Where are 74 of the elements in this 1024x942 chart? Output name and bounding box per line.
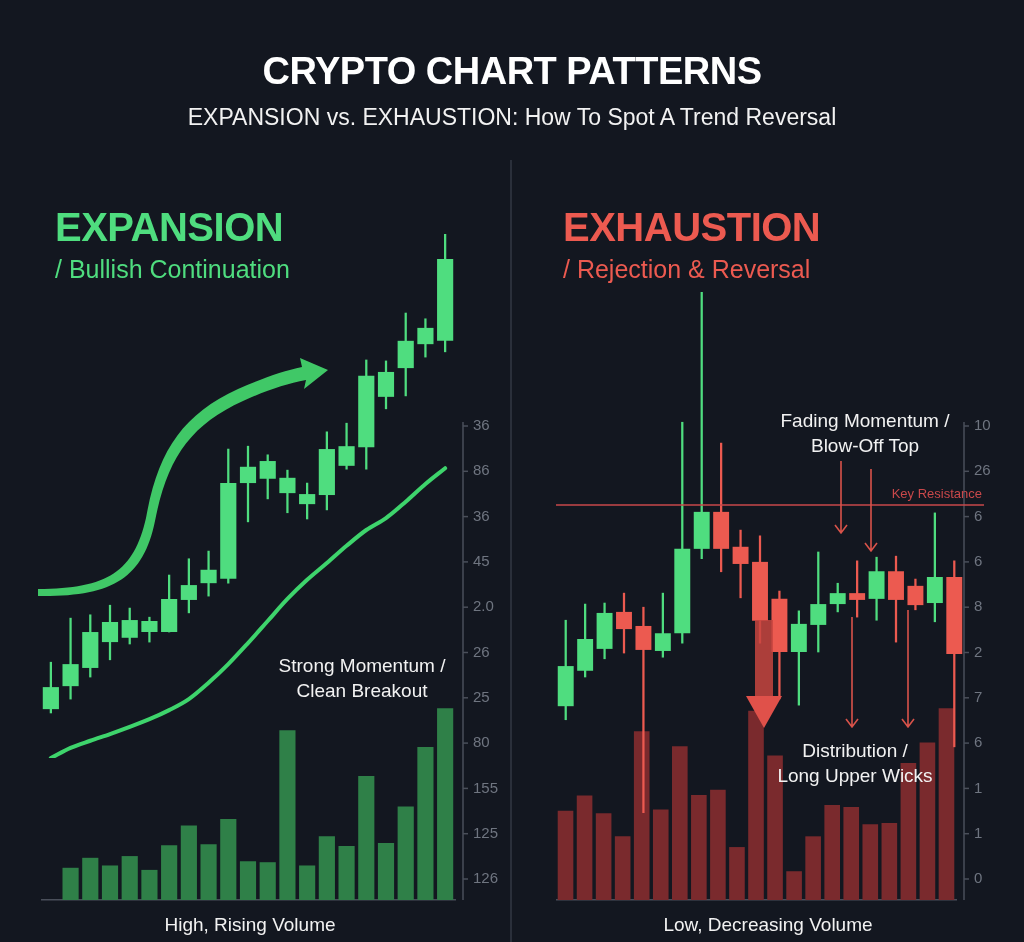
text: 0	[974, 869, 983, 887]
bar	[299, 865, 316, 900]
bar	[397, 806, 414, 900]
annotation: 6	[974, 506, 983, 524]
text: 25	[473, 687, 490, 705]
bar	[729, 847, 745, 900]
bar	[239, 861, 257, 900]
chart-title: EXPANSION	[55, 205, 284, 250]
candlestick	[732, 529, 749, 599]
annotation: 7	[974, 687, 983, 705]
x-axis-title: High, Rising Volume	[163, 914, 337, 936]
ref-line-label: Key Resistance	[891, 486, 982, 502]
text: 86	[473, 461, 490, 479]
x-axis-title: Low, Decreasing Volume	[662, 914, 874, 936]
bar	[862, 824, 879, 900]
bar	[652, 809, 669, 900]
bar	[161, 845, 178, 900]
bar	[824, 805, 840, 900]
annotation: 6	[974, 733, 983, 751]
annotation: Distribution / Long Upper Wicks	[776, 739, 934, 788]
text: 2.0	[473, 597, 494, 615]
bar	[377, 843, 395, 900]
annotation: Strong Momentum / Clean Breakout	[278, 655, 446, 701]
bar	[938, 708, 955, 900]
bar	[141, 869, 158, 900]
annotation: 1	[974, 778, 983, 796]
bar	[220, 819, 237, 900]
text: 1	[974, 823, 983, 841]
bar	[843, 806, 860, 900]
text: CRYPTO CHART PATTERNS	[261, 50, 763, 93]
bar	[417, 746, 434, 900]
annotation: 8	[974, 597, 983, 615]
bar	[101, 865, 119, 900]
bar	[279, 730, 296, 900]
text: 125	[473, 823, 499, 841]
bar	[358, 775, 375, 900]
text: 126	[473, 869, 499, 887]
bar	[881, 822, 898, 900]
annotation: 6	[974, 552, 983, 570]
bar	[691, 794, 707, 900]
text: 45	[473, 552, 490, 570]
bar	[557, 810, 574, 900]
bar	[338, 846, 355, 900]
bar	[595, 813, 612, 900]
text: 36	[473, 506, 490, 524]
bar	[121, 856, 138, 900]
annotation: 26	[974, 461, 991, 479]
bar	[633, 731, 650, 900]
text: 155	[473, 778, 499, 796]
bar	[786, 871, 802, 900]
bar	[672, 746, 688, 900]
text: 26	[473, 642, 490, 660]
candlestick	[62, 617, 79, 700]
bar	[318, 836, 335, 900]
bar	[805, 836, 821, 900]
bar	[82, 857, 99, 900]
annotation: Fading Momentum / Blow-Off Top	[780, 410, 950, 456]
candlestick	[200, 550, 217, 597]
annotation: 10	[974, 416, 991, 434]
text: 80	[473, 733, 490, 751]
bar	[614, 836, 631, 900]
bar	[200, 844, 217, 900]
bar	[259, 862, 276, 900]
chart-title: EXHAUSTION	[563, 205, 821, 250]
chart-subtitle: / Rejection & Reversal	[563, 255, 811, 284]
text: / Bullish Continuation	[55, 255, 290, 284]
bar	[710, 789, 726, 900]
text: 36	[473, 416, 490, 434]
annotation: 2	[974, 642, 983, 660]
bar	[180, 825, 197, 900]
text: EXPANSION vs. EXHAUSTION: How To Spot A Trend Reversal	[186, 104, 838, 131]
bar	[437, 708, 454, 900]
bar	[62, 867, 79, 900]
bar	[576, 795, 593, 900]
